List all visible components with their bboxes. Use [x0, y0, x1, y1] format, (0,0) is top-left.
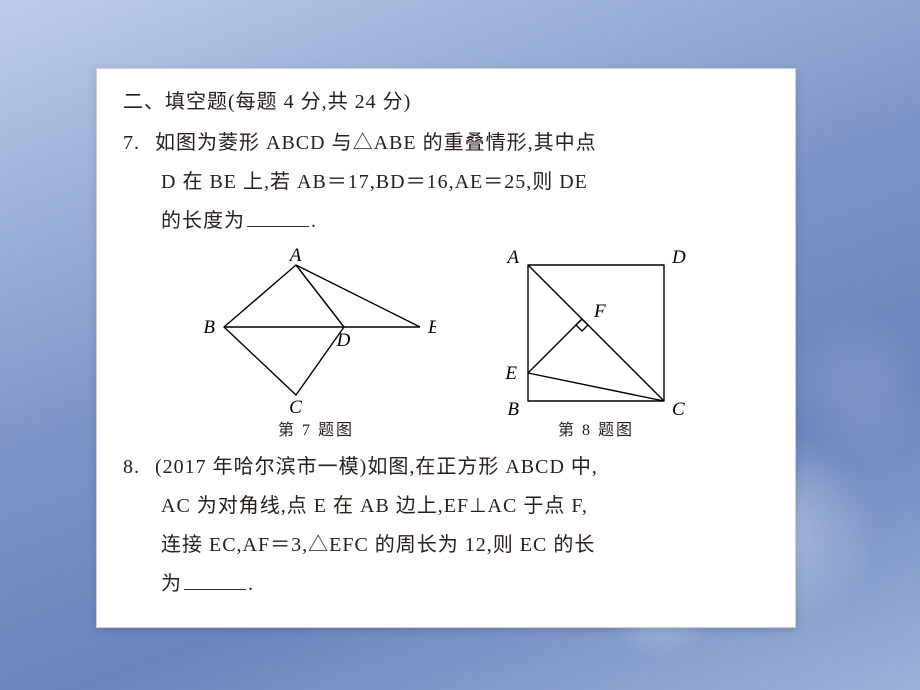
q8-line2: AC 为对角线,点 E 在 AB 边上,EF⊥AC 于点 F, — [123, 487, 769, 526]
q8-line1: 8.(2017 年哈尔滨市一模)如图,在正方形 ABCD 中, — [123, 448, 769, 487]
q7-line3: 的长度为. — [123, 202, 769, 241]
section-title: 二、填空题(每题 4 分,共 24 分) — [123, 83, 769, 122]
fig7-label-d: D — [336, 330, 352, 351]
q7-text3b: . — [311, 210, 317, 232]
fig7-label-a: A — [288, 247, 303, 266]
q8-blank[interactable] — [184, 570, 246, 590]
worksheet-page: 二、填空题(每题 4 分,共 24 分) 7.如图为菱形 ABCD 与△ABE … — [96, 68, 796, 628]
q7-line1: 7.如图为菱形 ABCD 与△ABE 的重叠情形,其中点 — [123, 124, 769, 163]
q8-line4: 为. — [123, 565, 769, 604]
q7-text1: 如图为菱形 ABCD 与△ABE 的重叠情形,其中点 — [155, 132, 597, 154]
q8-text1: (2017 年哈尔滨市一模)如图,在正方形 ABCD 中, — [155, 456, 598, 478]
question-7: 7.如图为菱形 ABCD 与△ABE 的重叠情形,其中点 D 在 BE 上,若 … — [123, 124, 769, 241]
figure-7-caption: 第 7 题图 — [278, 415, 354, 446]
figure-8-svg: A D C B E F — [496, 247, 696, 417]
figure-8: A D C B E F 第 8 题图 — [496, 247, 696, 446]
fig8-label-a: A — [505, 247, 520, 268]
fig8-label-e: E — [504, 363, 518, 384]
q7-number: 7. — [123, 124, 155, 163]
q7-blank[interactable] — [247, 207, 309, 227]
fig7-label-c: C — [289, 397, 303, 417]
q7-text3a: 的长度为 — [161, 210, 245, 232]
figure-7: A B C D E 第 7 题图 — [196, 247, 436, 446]
figure-7-svg: A B C D E — [196, 247, 436, 417]
figure-row: A B C D E 第 7 题图 — [123, 247, 769, 446]
q8-text4b: . — [248, 573, 254, 595]
figure-8-caption: 第 8 题图 — [558, 415, 634, 446]
fig7-label-b: B — [203, 317, 216, 338]
fig8-label-b: B — [507, 399, 520, 417]
fig7-label-e: E — [427, 317, 436, 338]
question-8: 8.(2017 年哈尔滨市一模)如图,在正方形 ABCD 中, AC 为对角线,… — [123, 448, 769, 604]
q8-text4a: 为 — [161, 573, 182, 595]
q8-number: 8. — [123, 448, 155, 487]
fig8-label-f: F — [593, 301, 607, 322]
fig8-label-c: C — [672, 399, 686, 417]
fig8-label-d: D — [671, 247, 687, 268]
q8-line3: 连接 EC,AF＝3,△EFC 的周长为 12,则 EC 的长 — [123, 526, 769, 565]
q7-line2: D 在 BE 上,若 AB＝17,BD＝16,AE＝25,则 DE — [123, 163, 769, 202]
